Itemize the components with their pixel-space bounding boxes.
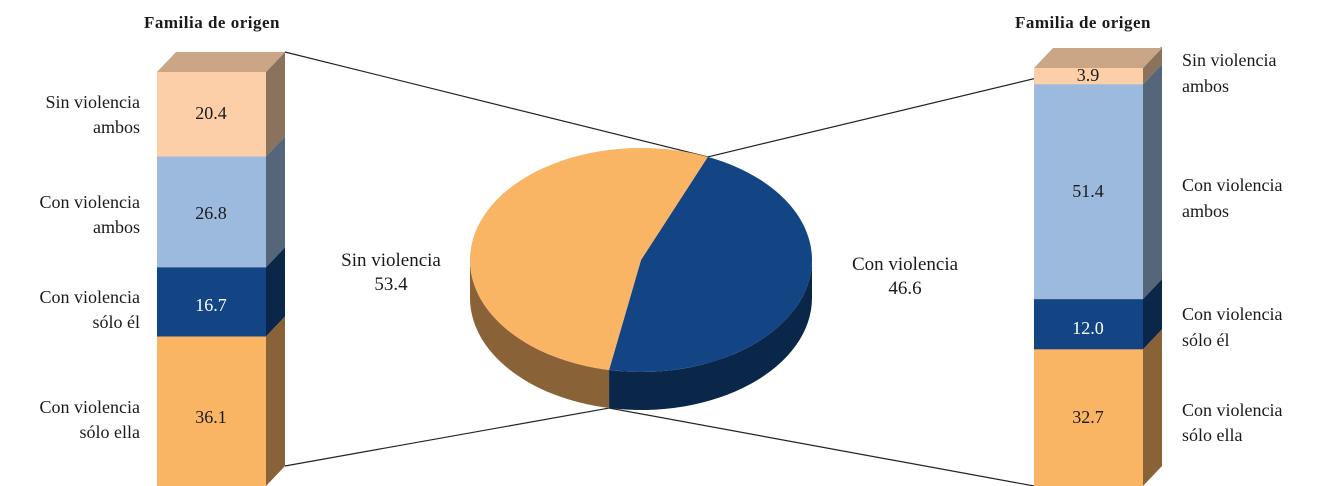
- right-bar-segment-sin-ambos: [1034, 68, 1143, 85]
- right-label-solo-el-line1: Con violencia: [1182, 304, 1282, 324]
- pie-slice-con-violencia: [609, 156, 812, 372]
- pie-side-con-violencia: [609, 260, 812, 410]
- right-bar-side-con-ambos: [1143, 64, 1162, 300]
- right-label-con-ambos-line1: Con violencia: [1182, 175, 1282, 195]
- pie-side-sin-violencia: [470, 260, 610, 409]
- left-label-solo-el-line2: sólo él: [93, 312, 141, 332]
- left-bar-side-sin-ambos: [266, 52, 285, 157]
- left-label-solo-ella-line2: sólo ella: [80, 422, 141, 442]
- left-bar-side-solo-ella: [266, 316, 285, 486]
- connector-right-bottom: [608, 407, 1035, 486]
- left-bar-segment-solo-ella: [157, 336, 266, 486]
- right-value-sin-ambos: 3.9: [1077, 65, 1100, 85]
- pie-value-sin-violencia: 53.4: [374, 274, 408, 295]
- right-label-solo-el-line2: sólo él: [1182, 330, 1230, 350]
- right-value-solo-ella: 32.7: [1072, 407, 1104, 427]
- pie-label-sin-violencia: Sin violencia: [341, 250, 441, 271]
- right-label-solo-ella-line1: Con violencia: [1182, 400, 1282, 420]
- left-value-con-ambos: 26.8: [195, 203, 227, 223]
- connector-left-bottom: [284, 407, 610, 467]
- left-value-solo-ella: 36.1: [195, 407, 227, 427]
- right-bar-side-solo-ella: [1143, 329, 1162, 486]
- left-bar-top-face: [157, 52, 285, 72]
- left-label-con-ambos-line1: Con violencia: [40, 192, 140, 212]
- right-bar-top-face: [1034, 48, 1162, 68]
- left-bar-segment-con-ambos: [157, 156, 266, 268]
- right-label-sin-ambos-line1: Sin violencia: [1182, 50, 1276, 70]
- left-label-sin-ambos-line2: ambos: [93, 117, 140, 137]
- right-stacked-bar: [1034, 48, 1162, 486]
- right-label-sin-ambos-line2: ambos: [1182, 76, 1229, 96]
- left-value-solo-el: 16.7: [195, 295, 227, 315]
- right-value-solo-el: 12.0: [1072, 318, 1104, 338]
- pie-value-con-violencia: 46.6: [888, 278, 921, 299]
- right-label-con-ambos-line2: ambos: [1182, 201, 1229, 221]
- left-label-con-ambos-line2: ambos: [93, 217, 140, 237]
- left-bar-segment-sin-ambos: [157, 72, 266, 157]
- right-label-solo-ella-line2: sólo ella: [1182, 425, 1243, 445]
- right-value-con-ambos: 51.4: [1072, 181, 1104, 201]
- left-bar-segment-solo-el: [157, 267, 266, 337]
- left-label-solo-el-line1: Con violencia: [40, 287, 140, 307]
- left-value-sin-ambos: 20.4: [195, 103, 227, 123]
- right-bar-segment-solo-el: [1034, 299, 1143, 350]
- pie-chart: [469, 148, 812, 410]
- right-bar-segment-solo-ella: [1034, 349, 1143, 486]
- right-bar-title: Familia de origen: [1015, 13, 1151, 32]
- left-stacked-bar: [157, 52, 285, 486]
- left-bar-title: Familia de origen: [144, 13, 280, 32]
- left-bar-side-solo-el: [266, 247, 285, 337]
- connector-left-top: [284, 51, 708, 158]
- right-bar-side-sin-ambos: [1143, 48, 1162, 85]
- right-bar-side-solo-el: [1143, 279, 1162, 350]
- pie-label-con-violencia: Con violencia: [852, 254, 959, 275]
- right-bar-segment-con-ambos: [1034, 84, 1143, 300]
- left-bar-side-con-ambos: [266, 136, 285, 268]
- left-label-solo-ella-line1: Con violencia: [40, 397, 140, 417]
- left-label-sin-ambos-line1: Sin violencia: [46, 92, 140, 112]
- pie-slice-sin-violencia: [469, 148, 708, 371]
